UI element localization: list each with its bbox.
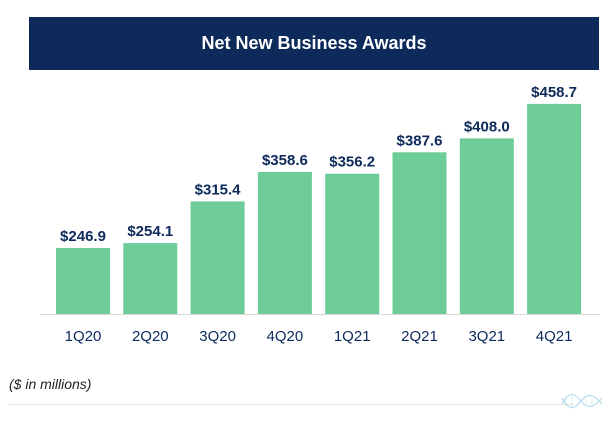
x-tick-label: 3Q20	[199, 328, 236, 345]
value-label: $458.7	[531, 84, 577, 101]
x-tick-label: 2Q21	[401, 328, 438, 345]
x-tick-label: 4Q21	[536, 328, 573, 345]
bar-chart: $246.9 1Q20 $254.1 2Q20 $315.4 3Q20 $358.6 4Q20…	[0, 0, 606, 421]
value-label: $246.9	[60, 228, 106, 245]
units-footnote: ($ in millions)	[9, 376, 91, 392]
bar-2q21	[393, 152, 447, 314]
value-label: $358.6	[262, 152, 308, 169]
footer-divider	[9, 404, 574, 405]
value-label: $408.0	[464, 118, 510, 135]
bar-4q20	[258, 172, 312, 314]
bar-2q20	[123, 243, 177, 314]
bar-3q20	[191, 201, 245, 314]
x-tick-label: 3Q21	[468, 328, 505, 345]
value-label: $315.4	[195, 181, 242, 198]
dna-helix-icon	[560, 388, 604, 414]
value-label: $254.1	[127, 223, 173, 240]
bar-1q20	[56, 248, 110, 314]
bar-3q21	[460, 138, 514, 314]
value-label: $356.2	[329, 154, 375, 171]
x-tick-label: 2Q20	[132, 328, 169, 345]
x-tick-label: 1Q20	[65, 328, 102, 345]
bar-4q21	[527, 104, 581, 314]
value-label: $387.6	[397, 132, 443, 149]
bar-1q21	[325, 174, 379, 314]
x-tick-label: 4Q20	[267, 328, 304, 345]
x-tick-label: 1Q21	[334, 328, 371, 345]
